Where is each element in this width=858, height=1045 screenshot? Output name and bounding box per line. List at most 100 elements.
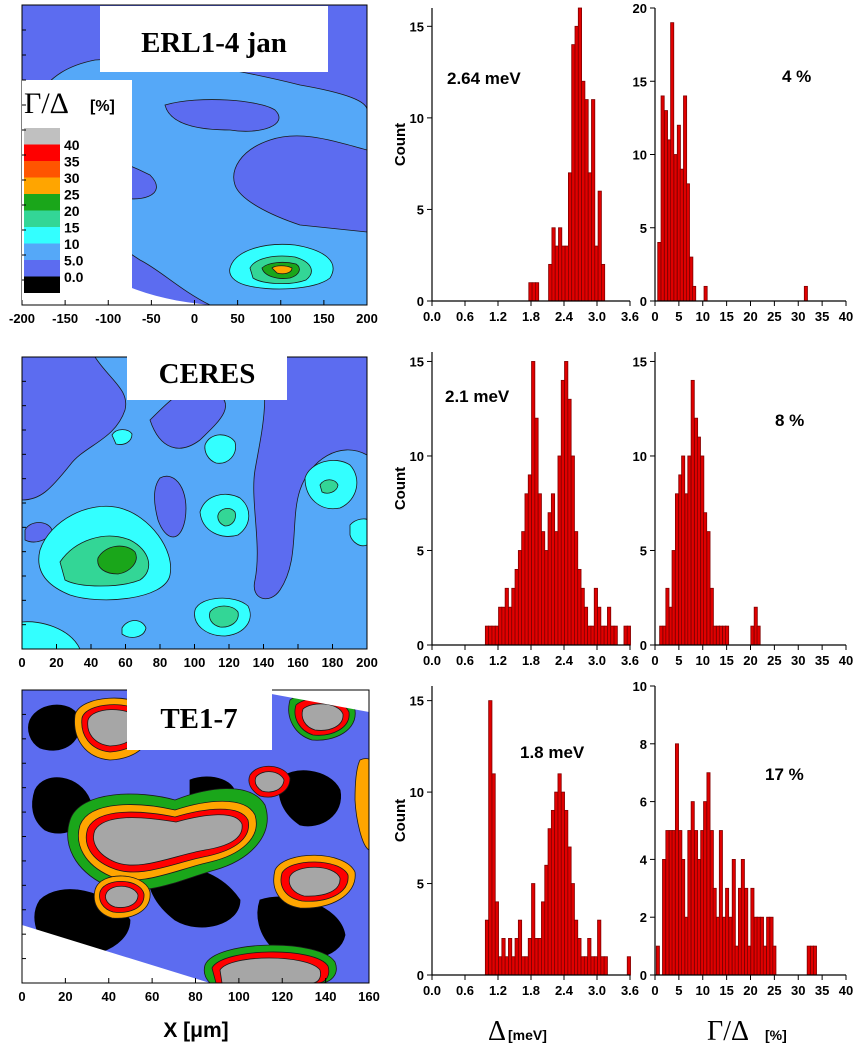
histogram-bar [544, 864, 549, 976]
colorbar-level-label: 20 [64, 203, 80, 219]
y-tick-label: 5 [417, 202, 424, 217]
histogram-bar [674, 743, 679, 976]
histogram-bar [706, 531, 711, 646]
x-tick-label: 3.0 [588, 309, 606, 324]
map-xtick-label: -50 [142, 311, 161, 326]
histogram-bar [514, 568, 519, 646]
histogram-bar [561, 245, 566, 302]
histogram-bar [524, 493, 529, 646]
x-tick-label: 40 [839, 983, 853, 998]
histogram-bar [524, 956, 529, 976]
histogram-bar [517, 550, 523, 646]
map-xtick-label: 80 [153, 655, 167, 670]
map-xtick-label: -150 [52, 311, 78, 326]
histogram-bar [590, 625, 595, 646]
histogram-bar [685, 183, 690, 302]
histogram-bar [712, 625, 717, 646]
ratio-histogram: 0 5 10 15 20 25 30 35 40 0 5 10 15 20 4 % [633, 1, 854, 324]
histogram-bar [583, 606, 589, 646]
ratio-histogram: 0 5 10 15 20 25 30 35 40 0 5 10 15 8 % [633, 352, 853, 668]
x-tick-label: 30 [791, 653, 805, 668]
x-tick-label: 35 [815, 309, 829, 324]
y-tick-label: 15 [410, 354, 424, 369]
contour-map-te [22, 690, 369, 983]
map-xtick-label: 60 [145, 989, 159, 1004]
histogram-bar [603, 625, 608, 646]
map-xtick-label: 120 [271, 989, 293, 1004]
map-xtick-label: 0 [191, 311, 198, 326]
y-tick-label: 5 [640, 543, 647, 558]
y-tick-label: 0 [417, 968, 424, 983]
histogram-bar [690, 801, 695, 976]
histogram-bar [564, 361, 569, 646]
gap-histogram: 0.0 0.6 1.2 1.8 2.4 3.0 3.6 0 5 10 15 2.64 meV Count [392, 7, 639, 324]
histogram-bar [521, 531, 526, 646]
histogram-bar [673, 154, 678, 302]
map-xtick-label: 140 [253, 655, 275, 670]
y-tick-label: 10 [633, 148, 647, 163]
map-xaxis-te: 0 20 40 60 80 100 120 140 160 [18, 689, 380, 1004]
histogram-bar [725, 887, 730, 976]
histogram-bar [580, 956, 585, 976]
x-tick-label: 10 [696, 309, 710, 324]
histogram-bar [494, 625, 499, 646]
x-tick-label: 0 [651, 309, 658, 324]
histogram-bar [535, 282, 540, 302]
histogram-bar [603, 956, 608, 976]
histogram-bar [574, 25, 579, 302]
y-tick-label: 15 [410, 694, 424, 709]
x-tick-label: 0.0 [423, 983, 441, 998]
histogram-bar [484, 625, 490, 646]
map-xtick-label: 0 [18, 655, 25, 670]
map-xtick-label: 40 [84, 655, 98, 670]
map-xtick-label: 50 [230, 311, 244, 326]
x-tick-label: 30 [791, 983, 805, 998]
map-label-erl: ERL1-4 jan [141, 27, 287, 59]
histogram-bar [703, 801, 708, 976]
x-tick-label: 0.0 [423, 653, 441, 668]
y-tick-label: 5 [417, 877, 424, 892]
histogram-bar [601, 263, 606, 302]
x-tick-label: 25 [767, 983, 781, 998]
map-label-te: TE1-7 [160, 703, 237, 735]
x-tick-label: 2.4 [555, 653, 574, 668]
y-tick-label: 6 [640, 795, 647, 810]
histogram-bar [696, 859, 701, 976]
y-tick-label: 10 [633, 679, 647, 694]
histogram-bar [567, 398, 572, 646]
ratio-xlabel: Γ/Δ [%] [707, 1016, 787, 1045]
colorbar-level-label: 25 [64, 187, 80, 203]
contour-map-ceres [22, 357, 367, 649]
x-tick-label: 3.0 [588, 653, 606, 668]
x-tick-label: 0 [651, 983, 658, 998]
y-tick-label: 2 [640, 910, 647, 925]
y-tick-label: 10 [633, 449, 647, 464]
x-tick-label: 20 [743, 309, 757, 324]
x-tick-label: 1.2 [489, 983, 507, 998]
x-tick-label: 10 [696, 653, 710, 668]
histogram-bar [574, 919, 579, 976]
map-xaxis-erl: -200 -150 -100 -50 0 50 100 150 200 [9, 4, 378, 326]
x-tick-label: 3.0 [588, 983, 606, 998]
y-tick-label: 0 [417, 638, 424, 653]
histogram-bar [521, 956, 526, 976]
map-panel-ceres: CERES 0 20 40 60 80 100 120 140 160 180 200 [18, 340, 378, 670]
histogram-bar [766, 916, 771, 976]
histogram-bar [567, 846, 572, 976]
histogram-bar [681, 455, 686, 646]
histogram-bar [590, 956, 595, 976]
histogram-bar [587, 938, 592, 976]
x-tick-label: 0 [651, 653, 658, 668]
y-tick-label: 15 [633, 74, 647, 89]
map-xtick-label: 40 [102, 989, 116, 1004]
histogram-annotation: 17 % [765, 765, 804, 784]
histogram-annotation: 4 % [782, 67, 811, 86]
histogram-bar [750, 887, 755, 976]
histogram-bar [528, 282, 533, 302]
map-panel-te: TE1-7 0 20 40 60 80 100 120 140 160 X [μm] [18, 680, 380, 1042]
histogram-annotation: 8 % [775, 411, 804, 430]
colorbar-level-label: 40 [64, 137, 80, 153]
histogram-bar [670, 22, 675, 302]
colorbar-swatch [24, 210, 60, 227]
